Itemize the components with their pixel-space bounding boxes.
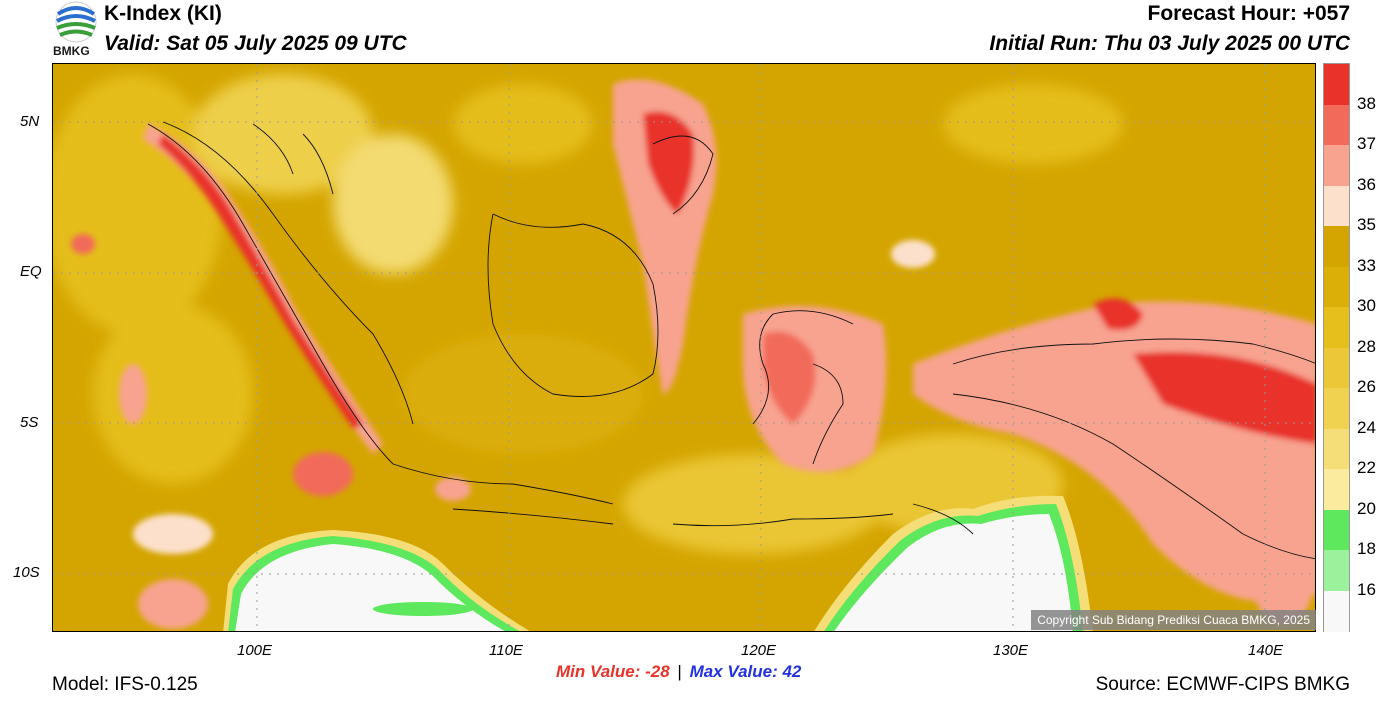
ytick-5n: 5N bbox=[20, 113, 40, 130]
xtick-100e: 100E bbox=[237, 642, 273, 659]
colorbar-label: 37 bbox=[1357, 134, 1376, 153]
colorbar-band bbox=[1324, 226, 1349, 267]
initial-run: Initial Run: Thu 03 July 2025 00 UTC bbox=[989, 32, 1350, 55]
gridlines bbox=[53, 64, 1315, 631]
source-info: Source: ECMWF-CIPS BMKG bbox=[1095, 674, 1350, 695]
colorbar-band bbox=[1324, 266, 1349, 308]
colorbar-band bbox=[1324, 104, 1349, 146]
colorbar-label: 18 bbox=[1357, 539, 1376, 558]
colorbar-band bbox=[1324, 469, 1349, 510]
bmkg-logo: BMKG bbox=[52, 0, 100, 60]
colorbar-label: 35 bbox=[1357, 215, 1376, 234]
colorbar-band bbox=[1324, 145, 1349, 186]
colorbar-label: 24 bbox=[1357, 417, 1376, 437]
colorbar-band bbox=[1324, 185, 1349, 227]
copyright-notice: Copyright Sub Bidang Prediksi Cuaca BMKG… bbox=[1031, 610, 1316, 630]
forecast-hour: Forecast Hour: +057 bbox=[1147, 2, 1351, 25]
ytick-eq: EQ bbox=[20, 263, 42, 280]
colorbar-label: 30 bbox=[1357, 296, 1376, 315]
max-value: Max Value: 42 bbox=[689, 662, 802, 681]
xtick-110e: 110E bbox=[489, 642, 523, 659]
colorbar-label: 28 bbox=[1357, 336, 1376, 356]
colorbar-label: 36 bbox=[1357, 174, 1376, 194]
stats-separator: | bbox=[677, 662, 682, 681]
colorbar-band bbox=[1324, 388, 1349, 429]
colorbar-band bbox=[1324, 347, 1349, 389]
xtick-120e: 120E bbox=[741, 642, 777, 659]
map-title: K-Index (KI) bbox=[104, 2, 222, 25]
colorbar-band bbox=[1324, 590, 1349, 632]
colorbar-band bbox=[1324, 64, 1349, 105]
coastlines bbox=[147, 121, 1315, 560]
logo-text: BMKG bbox=[53, 44, 90, 58]
low-index-region bbox=[223, 495, 1093, 631]
colorbar-label: 22 bbox=[1357, 458, 1376, 477]
xtick-140e: 140E bbox=[1248, 642, 1284, 659]
colorbar-label: 38 bbox=[1357, 93, 1376, 113]
colorbar-label: 26 bbox=[1357, 377, 1376, 396]
colorbar-band bbox=[1324, 307, 1349, 348]
k-index-map bbox=[52, 63, 1316, 632]
ytick-10s: 10S bbox=[13, 564, 40, 581]
colorbar-band bbox=[1324, 550, 1349, 591]
colorbar-label: 20 bbox=[1357, 498, 1376, 518]
colorbar-label: 33 bbox=[1357, 255, 1376, 275]
colorbar-band bbox=[1324, 428, 1349, 470]
colorbar-band bbox=[1324, 509, 1349, 551]
xtick-130e: 130E bbox=[993, 642, 1029, 659]
min-value: Min Value: -28 bbox=[556, 662, 670, 681]
colorbar bbox=[1323, 63, 1350, 632]
valid-time: Valid: Sat 05 July 2025 09 UTC bbox=[104, 32, 407, 55]
ytick-5s: 5S bbox=[20, 414, 39, 431]
model-info: Model: IFS-0.125 bbox=[52, 674, 198, 695]
stats-line: Min Value: -28 | Max Value: 42 bbox=[556, 662, 801, 682]
colorbar-label: 16 bbox=[1357, 579, 1376, 599]
